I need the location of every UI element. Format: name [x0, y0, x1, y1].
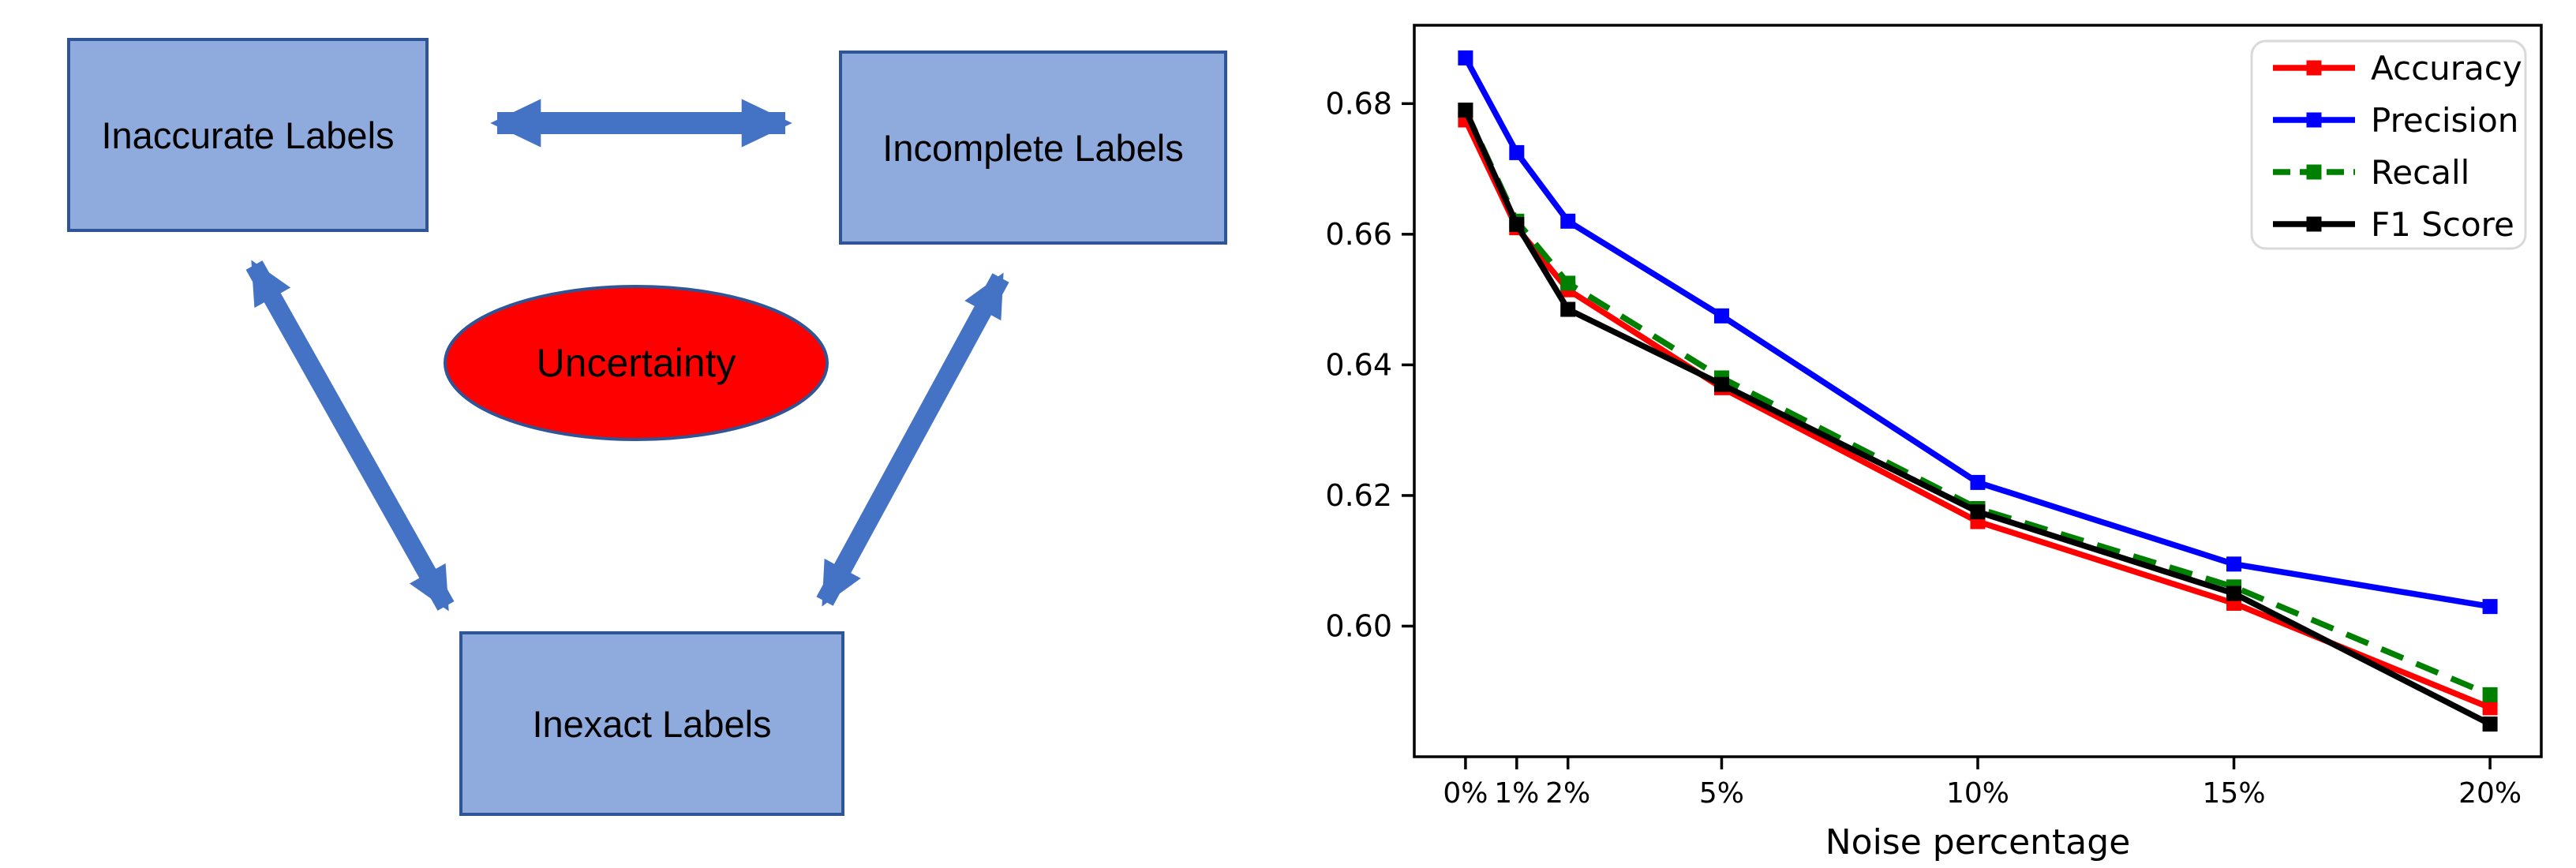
marker-precision	[1970, 474, 1986, 490]
marker-precision	[1560, 213, 1576, 229]
y-tick-label: 0.60	[1325, 608, 1392, 643]
uncertainty-ellipse	[444, 285, 829, 441]
diagram-shapes-layer	[245, 99, 1009, 612]
marker-recall	[1560, 275, 1576, 291]
arrow-incomplete-inexact	[816, 272, 1009, 607]
node-incomplete-labels: Incomplete Labels	[839, 51, 1227, 245]
x-tick-label: 15%	[2203, 777, 2266, 810]
marker-precision	[2482, 599, 2498, 615]
marker-f1-score	[1509, 216, 1525, 232]
y-tick-label: 0.64	[1325, 347, 1392, 382]
uncertainty-ellipse-label: Uncertainty	[536, 341, 736, 385]
marker-precision	[1458, 50, 1473, 65]
legend-marker-accuracy	[2306, 60, 2322, 76]
legend-label-accuracy: Accuracy	[2371, 49, 2522, 88]
node-inexact-labels: Inexact Labels	[459, 631, 844, 816]
marker-f1-score	[1560, 301, 1576, 317]
y-tick-label: 0.68	[1325, 86, 1392, 121]
y-tick-label: 0.62	[1325, 478, 1392, 513]
x-axis-label: Noise percentage	[1825, 822, 2131, 862]
noise-metrics-chart: Noise percentage 0.60 0.62 0.64 0.66 0.68 0% 1…	[1288, 0, 2576, 868]
marker-f1-score	[2482, 716, 2498, 732]
axes-box	[1413, 24, 2543, 758]
x-tick-label: 0%	[1443, 777, 1488, 810]
x-tick-label: 10%	[1946, 777, 2009, 810]
x-tick-label: 20%	[2458, 777, 2522, 810]
legend-marker-f1-score	[2306, 216, 2322, 232]
x-tick-label: 2%	[1545, 777, 1590, 810]
marker-precision	[1713, 308, 1729, 324]
marker-f1-score	[1713, 376, 1729, 392]
legend-marker-recall	[2306, 164, 2322, 180]
legend-box	[2250, 39, 2527, 250]
marker-f1-score	[1970, 504, 1986, 520]
chart-canvas: Noise percentage 0.600.620.640.660.680% 1…	[1325, 24, 2543, 862]
node-inexact-labels-text: Inexact Labels	[532, 702, 772, 745]
y-tick-label: 0.66	[1325, 217, 1392, 252]
legend-marker-precision	[2306, 112, 2322, 128]
uncertainty-diagram: Inaccurate Labels Incomplete Labels Inex…	[67, 38, 1227, 816]
marker-precision	[1509, 144, 1525, 160]
node-inaccurate-labels-text: Inaccurate Labels	[101, 114, 395, 156]
x-tick-label: 5%	[1699, 777, 1744, 810]
x-tick-label: 1%	[1494, 777, 1539, 810]
marker-precision	[2226, 556, 2242, 572]
marker-f1-score	[1458, 103, 1473, 118]
arrow-inaccurate-inexact	[245, 260, 455, 612]
legend-label-f1-score: F1 Score	[2371, 205, 2514, 244]
marker-recall	[2482, 687, 2498, 702]
marker-f1-score	[2226, 586, 2242, 601]
legend-label-precision: Precision	[2371, 101, 2518, 140]
node-inaccurate-labels: Inaccurate Labels	[67, 38, 429, 232]
node-incomplete-labels-text: Incomplete Labels	[882, 126, 1184, 169]
marker-accuracy	[2482, 700, 2498, 716]
legend-label-recall: Recall	[2371, 153, 2469, 192]
